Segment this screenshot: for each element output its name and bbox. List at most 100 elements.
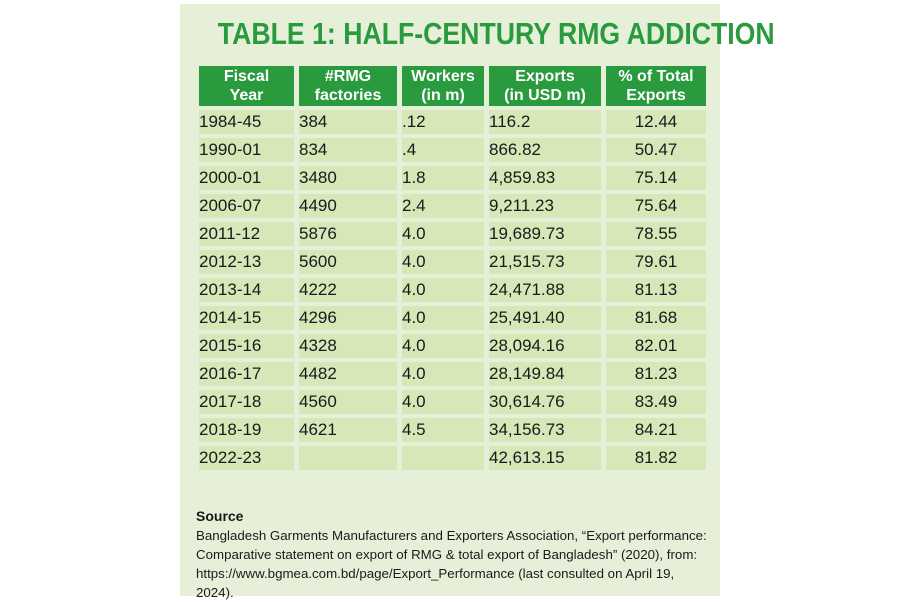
cell-rmg-factories: 4490 [299,194,397,218]
cell-rmg-factories: 5876 [299,222,397,246]
table-row: 2011-12 5876 4.0 19,689.73 78.55 [199,222,706,246]
cell-workers: 4.0 [402,306,484,330]
table-row: 1990-01 834 .4 866.82 50.47 [199,138,706,162]
header-rmg-factories-line2: factories [314,87,382,104]
cell-workers: .12 [402,110,484,134]
header-exports-line2: (in USD m) [504,87,586,104]
header-row: Fiscal Year #RMG factories Workers (in m… [199,66,706,106]
cell-workers: .4 [402,138,484,162]
cell-rmg-factories: 5600 [299,250,397,274]
cell-exports: 25,491.40 [489,306,601,330]
table-row: 2014-15 4296 4.0 25,491.40 81.68 [199,306,706,330]
cell-fiscal-year: 2017-18 [199,390,294,414]
cell-exports: 24,471.88 [489,278,601,302]
cell-rmg-factories: 4328 [299,334,397,358]
header-exports-line1: Exports [515,68,575,85]
cell-pct-total-exports: 75.64 [606,194,706,218]
cell-rmg-factories: 4482 [299,362,397,386]
cell-workers: 4.0 [402,222,484,246]
cell-fiscal-year: 2013-14 [199,278,294,302]
cell-workers: 4.0 [402,250,484,274]
header-rmg-factories-line1: #RMG [324,68,372,85]
cell-pct-total-exports: 75.14 [606,166,706,190]
header-workers: Workers (in m) [402,66,484,106]
table-row: 2006-07 4490 2.4 9,211.23 75.64 [199,194,706,218]
cell-rmg-factories: 3480 [299,166,397,190]
cell-pct-total-exports: 81.23 [606,362,706,386]
header-rmg-factories: #RMG factories [299,66,397,106]
cell-exports: 116.2 [489,110,601,134]
table-row: 1984-45 384 .12 116.2 12.44 [199,110,706,134]
source-heading: Source [196,508,244,524]
cell-fiscal-year: 2000-01 [199,166,294,190]
cell-pct-total-exports: 12.44 [606,110,706,134]
cell-workers: 4.0 [402,362,484,386]
cell-pct-total-exports: 79.61 [606,250,706,274]
cell-fiscal-year: 2011-12 [199,222,294,246]
cell-pct-total-exports: 81.68 [606,306,706,330]
header-fiscal-year-line2: Year [229,87,264,104]
header-workers-line2: (in m) [421,87,465,104]
cell-exports: 30,614.76 [489,390,601,414]
cell-fiscal-year: 2014-15 [199,306,294,330]
header-fiscal-year-line1: Fiscal [223,68,270,85]
source-line-3: https://www.bgmea.com.bd/page/Export_Per… [196,566,675,600]
table-row: 2022-23 42,613.15 81.82 [199,446,706,470]
header-pct-line1: % of Total [618,68,694,85]
cell-pct-total-exports: 83.49 [606,390,706,414]
cell-workers: 1.8 [402,166,484,190]
cell-rmg-factories: 4296 [299,306,397,330]
table-row: 2016-17 4482 4.0 28,149.84 81.23 [199,362,706,386]
cell-fiscal-year: 2018-19 [199,418,294,442]
cell-rmg-factories: 384 [299,110,397,134]
cell-workers: 4.0 [402,334,484,358]
header-fiscal-year: Fiscal Year [199,66,294,106]
cell-workers: 4.0 [402,278,484,302]
cell-workers: 4.0 [402,390,484,414]
table-row: 2018-19 4621 4.5 34,156.73 84.21 [199,418,706,442]
cell-rmg-factories: 4222 [299,278,397,302]
cell-workers: 2.4 [402,194,484,218]
cell-pct-total-exports: 84.21 [606,418,706,442]
cell-workers [402,446,484,470]
table-row: 2015-16 4328 4.0 28,094.16 82.01 [199,334,706,358]
cell-exports: 4,859.83 [489,166,601,190]
cell-exports: 9,211.23 [489,194,601,218]
header-pct-line2: Exports [626,87,686,104]
cell-rmg-factories [299,446,397,470]
cell-exports: 866.82 [489,138,601,162]
cell-exports: 19,689.73 [489,222,601,246]
table-row: 2000-01 3480 1.8 4,859.83 75.14 [199,166,706,190]
rmg-table: Fiscal Year #RMG factories Workers (in m… [194,62,711,474]
cell-exports: 34,156.73 [489,418,601,442]
source-line-1: Bangladesh Garments Manufacturers and Ex… [196,528,707,543]
table-card: TABLE 1: HALF-CENTURY RMG ADDICTION Fisc… [180,4,775,600]
cell-fiscal-year: 2012-13 [199,250,294,274]
header-exports: Exports (in USD m) [489,66,601,106]
cell-pct-total-exports: 81.82 [606,446,706,470]
cell-pct-total-exports: 50.47 [606,138,706,162]
cell-fiscal-year: 1990-01 [199,138,294,162]
cell-pct-total-exports: 78.55 [606,222,706,246]
cell-fiscal-year: 2016-17 [199,362,294,386]
cell-fiscal-year: 2015-16 [199,334,294,358]
cell-workers: 4.5 [402,418,484,442]
table-row: 2012-13 5600 4.0 21,515.73 79.61 [199,250,706,274]
cell-fiscal-year: 2006-07 [199,194,294,218]
cell-rmg-factories: 834 [299,138,397,162]
table-row: 2013-14 4222 4.0 24,471.88 81.13 [199,278,706,302]
cell-pct-total-exports: 82.01 [606,334,706,358]
table-row: 2017-18 4560 4.0 30,614.76 83.49 [199,390,706,414]
cell-fiscal-year: 2022-23 [199,446,294,470]
header-workers-line1: Workers [411,68,475,85]
cell-fiscal-year: 1984-45 [199,110,294,134]
cell-rmg-factories: 4621 [299,418,397,442]
cell-pct-total-exports: 81.13 [606,278,706,302]
table-title: TABLE 1: HALF-CENTURY RMG ADDICTION [217,16,775,51]
cell-rmg-factories: 4560 [299,390,397,414]
source-note: Source Bangladesh Garments Manufacturers… [196,507,711,602]
cell-exports: 28,094.16 [489,334,601,358]
source-line-2: Comparative statement on export of RMG &… [196,547,698,562]
header-pct-total-exports: % of Total Exports [606,66,706,106]
cell-exports: 21,515.73 [489,250,601,274]
